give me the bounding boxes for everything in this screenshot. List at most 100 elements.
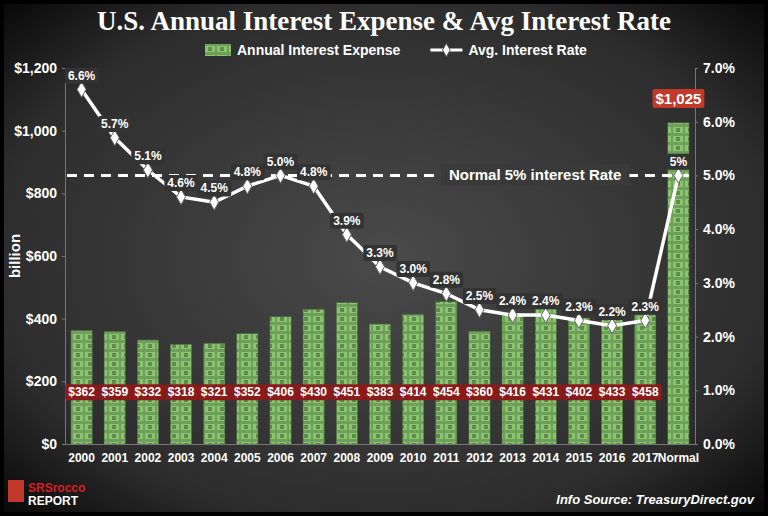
annotation-background [441, 164, 630, 185]
tick-label: 1.0% [703, 382, 735, 398]
tick-label: 3.0% [703, 275, 735, 291]
marker [210, 194, 219, 210]
legend-swatch [205, 44, 231, 56]
data-label: $1,025 [655, 90, 701, 107]
tick-label: 0.0% [703, 436, 735, 452]
marker [475, 302, 484, 318]
tick-mark [62, 131, 65, 132]
data-label: $416 [499, 385, 526, 399]
bar [369, 324, 390, 444]
tick-mark [62, 319, 65, 320]
data-label-background [463, 288, 497, 304]
title: U.S. Annual Interest Expense & Avg Inter… [97, 6, 671, 36]
tick-label: 2010 [400, 451, 427, 465]
tick: 2.0% [695, 329, 735, 345]
tick: $800 [26, 185, 65, 201]
tick-label: $800 [26, 185, 57, 201]
bar [568, 318, 589, 444]
data-label-background [297, 384, 330, 400]
marker [77, 82, 86, 98]
tick-mark [62, 193, 65, 194]
logo-text: SRSrocco [28, 481, 85, 495]
data-label: $451 [333, 385, 360, 399]
tick-label: 2015 [566, 451, 593, 465]
x-axis: 2000200120022003200420052006200720082009… [66, 444, 700, 465]
tick-label: 2008 [333, 451, 360, 465]
line [82, 89, 679, 325]
tick-mark [695, 68, 698, 69]
marker [309, 178, 318, 194]
logo-subtext: REPORT [28, 494, 79, 508]
tick: 2001 [101, 444, 128, 465]
bar [336, 303, 357, 444]
tick-mark [695, 283, 698, 284]
data-label: 2.4% [499, 294, 527, 308]
tick: 0.0% [695, 436, 735, 452]
tick-label: 2017 [632, 451, 659, 465]
y-axis-title: billion [6, 234, 23, 278]
data-label-background [98, 116, 132, 132]
legend-marker [443, 43, 451, 56]
tick-mark [62, 68, 65, 69]
data-label-background [529, 384, 562, 400]
data-label-background [231, 384, 264, 400]
data-label-background [430, 272, 464, 288]
tick: 2015 [566, 444, 593, 465]
data-labels: Normal 5% interest Rate$362$359$332$318$… [65, 68, 704, 401]
marker [342, 227, 351, 243]
tick-label: $1,000 [14, 123, 57, 139]
data-label-background [231, 164, 265, 180]
tick: 2014 [532, 444, 559, 465]
data-label: $454 [433, 385, 460, 399]
legend-label: Annual Interest Expense [237, 42, 401, 58]
bar [303, 309, 324, 444]
data-label-background [297, 164, 331, 180]
data-label-background [330, 213, 364, 229]
tick: 6.0% [695, 114, 735, 130]
data-label: 5% [670, 155, 688, 169]
marker [508, 307, 517, 323]
marker [608, 318, 617, 334]
tick-label: $1,200 [14, 60, 57, 76]
data-label-background [65, 68, 99, 84]
tick: Normal [658, 444, 699, 465]
tick-label: 2009 [367, 451, 394, 465]
data-label: $383 [367, 385, 394, 399]
data-label-background [595, 304, 629, 320]
tick-mark [62, 444, 65, 445]
data-label: 5.7% [101, 117, 129, 131]
data-label-background [264, 384, 297, 400]
data-label: $321 [201, 385, 228, 399]
tick-mark [62, 381, 65, 382]
data-label: $352 [234, 385, 261, 399]
tick: 2016 [599, 444, 626, 465]
tick-label: 2000 [68, 451, 95, 465]
data-label: $360 [466, 385, 493, 399]
data-label: 4.5% [201, 181, 229, 195]
tick: 3.0% [695, 275, 735, 291]
data-label: $402 [566, 385, 593, 399]
marker [574, 313, 583, 329]
data-label-background [330, 384, 363, 400]
marker [442, 286, 451, 302]
data-label: 2.3% [565, 300, 593, 314]
bar [436, 302, 457, 444]
data-label-background [529, 293, 563, 309]
data-label-background [364, 384, 397, 400]
tick-label: 2014 [532, 451, 559, 465]
chart: U.S. Annual Interest Expense & Avg Inter… [0, 0, 768, 516]
data-label-background [496, 384, 529, 400]
data-label: 2.8% [433, 273, 461, 287]
data-label: 6.6% [68, 69, 96, 83]
data-label-background [396, 261, 430, 277]
data-label: 2.2% [598, 305, 626, 319]
data-label-background [652, 89, 704, 108]
marker [541, 307, 550, 323]
data-label-background [164, 175, 198, 191]
tick: 4.0% [695, 221, 735, 237]
data-label-background [596, 384, 629, 400]
tick: $1,200 [14, 60, 65, 76]
tick: 2007 [300, 444, 327, 465]
tick: 2006 [267, 444, 294, 465]
data-label: $431 [532, 385, 559, 399]
